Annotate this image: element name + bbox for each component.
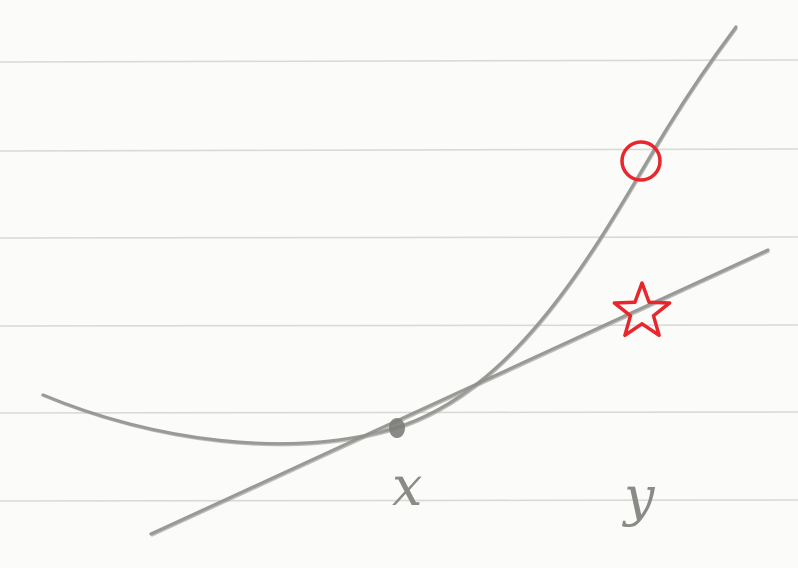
ruled-line: [0, 236, 798, 239]
label-x: x: [392, 455, 422, 518]
label-y: y: [622, 465, 656, 528]
ruled-lines: [0, 59, 798, 502]
star-marker: [612, 281, 672, 338]
tangent-point: [389, 418, 405, 438]
convex-curve: [41, 25, 738, 447]
ruled-line: [0, 411, 798, 414]
tangent-line: [149, 248, 770, 537]
ruled-line: [0, 324, 798, 327]
circle-marker: [620, 140, 662, 182]
ruled-line: [0, 499, 798, 502]
ruled-line: [0, 59, 798, 63]
ruled-line: [0, 148, 798, 152]
